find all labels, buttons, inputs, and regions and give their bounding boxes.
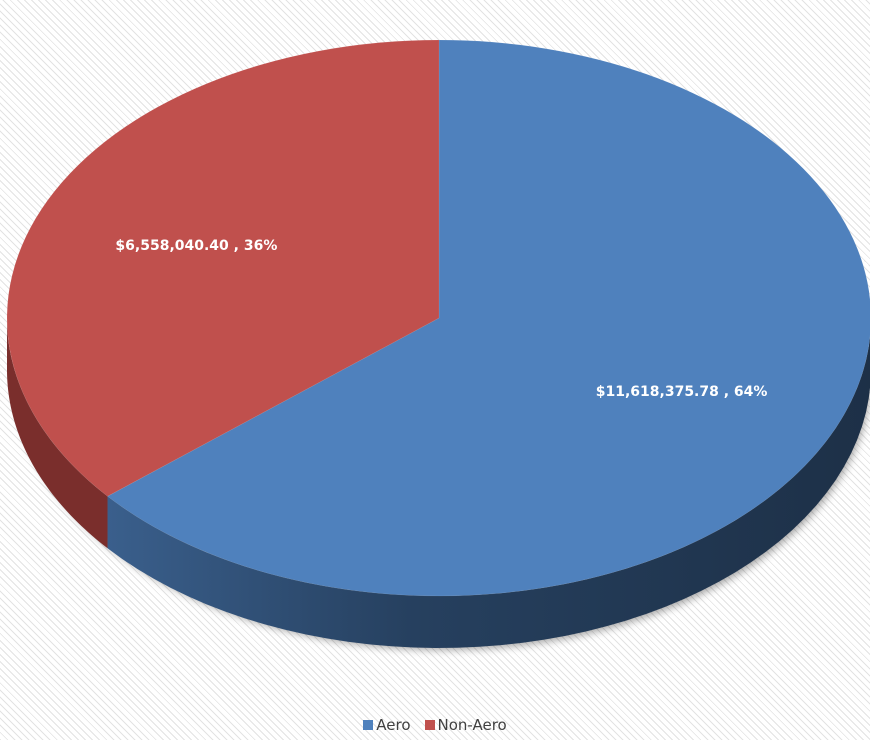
pie-slice-aero[interactable] [107, 39, 870, 597]
pie-slice-non-aero[interactable] [6, 39, 440, 497]
legend-item-non-aero[interactable]: Non-Aero [424, 716, 507, 734]
legend: Aero Non-Aero [0, 716, 870, 734]
pie-side-aero [107, 335, 870, 648]
legend-swatch-non-aero [424, 720, 435, 730]
data-label-aero: $11,618,375.78 , 64% [596, 384, 768, 400]
legend-label-non-aero: Non-Aero [437, 716, 507, 734]
pie-side-non-aero [7, 318, 108, 549]
data-label-non-aero: $6,558,040.40 , 36% [115, 238, 277, 254]
legend-item-aero[interactable]: Aero [363, 716, 411, 734]
legend-swatch-aero [363, 720, 374, 730]
legend-label-aero: Aero [376, 716, 411, 734]
